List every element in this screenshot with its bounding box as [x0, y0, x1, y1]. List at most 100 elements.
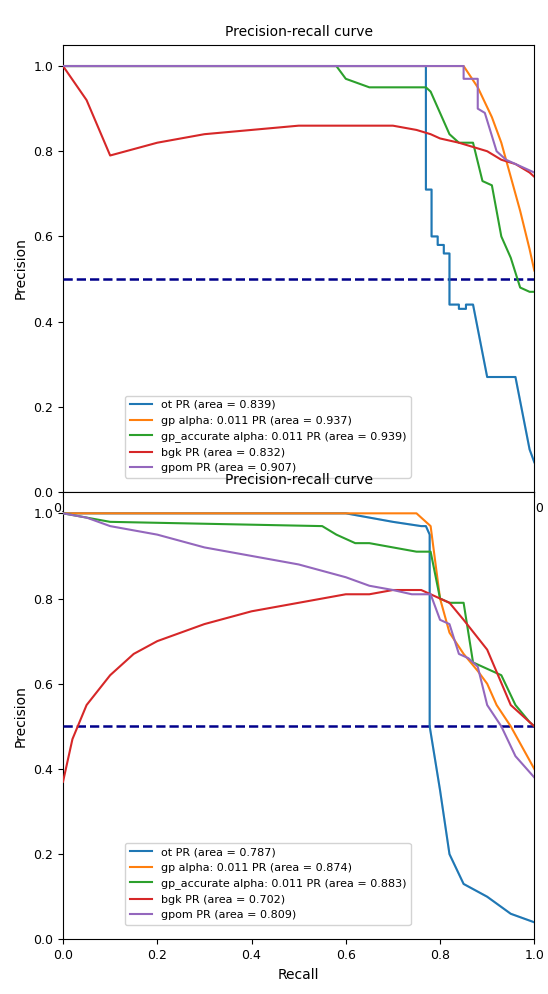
bgk PR (area = 0.832)	[437, 132, 443, 144]
gpom PR (area = 0.809)	[465, 652, 472, 664]
gp alpha: 0.011 PR (area = 0.874): (0.98, 0.44): 0.011 PR (area = 0.874): (0.98, 0.44)	[522, 746, 528, 757]
bgk PR (area = 0.832)	[455, 137, 462, 149]
ot PR (area = 0.839)	[484, 371, 490, 383]
gpom PR (area = 0.809)	[498, 721, 505, 733]
gp_accurate alpha: 0.011 PR (area = 0.883): (0.55, 0.97): 0.011 PR (area = 0.883): (0.55, 0.97)	[319, 520, 326, 532]
gp_accurate alpha: 0.011 PR (area = 0.883): (0.75, 0.91): 0.011 PR (area = 0.883): (0.75, 0.91)	[413, 546, 420, 558]
ot PR (area = 0.839)	[526, 443, 533, 455]
gp_accurate alpha: 0.011 PR (area = 0.883): (0.62, 0.93): 0.011 PR (area = 0.883): (0.62, 0.93)	[352, 537, 358, 549]
gp alpha: 0.011 PR (area = 0.874): (0.8, 0.8): 0.011 PR (area = 0.874): (0.8, 0.8)	[437, 592, 443, 604]
gp_accurate alpha: 0.011 PR (area = 0.883): (0.91, 0.63): 0.011 PR (area = 0.883): (0.91, 0.63)	[489, 665, 495, 677]
bgk PR (area = 0.832)	[526, 167, 533, 179]
gp_accurate alpha: 0.011 PR (area = 0.939): (1, 0.47): 0.011 PR (area = 0.939): (1, 0.47)	[531, 286, 538, 298]
ot PR (area = 0.839)	[60, 60, 66, 72]
gpom PR (area = 0.809)	[531, 771, 538, 783]
gp alpha: 0.011 PR (area = 0.874): (0.88, 0.63): 0.011 PR (area = 0.874): (0.88, 0.63)	[475, 665, 481, 677]
ot PR (area = 0.787)	[507, 908, 514, 919]
gpom PR (area = 0.809)	[437, 614, 443, 626]
bgk PR (area = 0.702)	[201, 618, 208, 630]
gp_accurate alpha: 0.011 PR (area = 0.883): (0, 1): 0.011 PR (area = 0.883): (0, 1)	[60, 507, 66, 519]
ot PR (area = 0.787)	[423, 520, 429, 532]
bgk PR (area = 0.832)	[107, 149, 113, 161]
Line: ot PR (area = 0.787): ot PR (area = 0.787)	[63, 513, 534, 922]
bgk PR (area = 0.702)	[427, 588, 434, 600]
bgk PR (area = 0.832)	[83, 94, 90, 106]
bgk PR (area = 0.832)	[470, 141, 476, 153]
gpom PR (area = 0.809)	[446, 618, 453, 630]
gpom PR (area = 0.809)	[107, 520, 113, 532]
Line: bgk PR (area = 0.832): bgk PR (area = 0.832)	[63, 66, 534, 177]
bgk PR (area = 0.832)	[342, 119, 349, 131]
gp_accurate alpha: 0.011 PR (area = 0.939): (0.93, 0.6): 0.011 PR (area = 0.939): (0.93, 0.6)	[498, 231, 505, 243]
gp_accurate alpha: 0.011 PR (area = 0.883): (0.65, 0.93): 0.011 PR (area = 0.883): (0.65, 0.93)	[366, 537, 373, 549]
Y-axis label: Precision: Precision	[14, 685, 28, 746]
Title: Precision-recall curve: Precision-recall curve	[225, 26, 373, 40]
gpom PR (area = 0.907)	[482, 107, 488, 119]
gp_accurate alpha: 0.011 PR (area = 0.939): (0.78, 0.94): 0.011 PR (area = 0.939): (0.78, 0.94)	[427, 85, 434, 97]
bgk PR (area = 0.702)	[154, 635, 161, 647]
bgk PR (area = 0.702)	[107, 669, 113, 681]
ot PR (area = 0.839)	[498, 371, 505, 383]
bgk PR (area = 0.702)	[295, 596, 302, 608]
gp alpha: 0.011 PR (area = 0.874): (0.78, 0.97): 0.011 PR (area = 0.874): (0.78, 0.97)	[427, 520, 434, 532]
Line: gp_accurate alpha: 0.011 PR (area = 0.939): gp_accurate alpha: 0.011 PR (area = 0.93…	[63, 66, 534, 292]
ot PR (area = 0.839)	[463, 303, 469, 315]
bgk PR (area = 0.832)	[531, 171, 538, 183]
gp alpha: 0.011 PR (area = 0.874): (0.92, 0.55): 0.011 PR (area = 0.874): (0.92, 0.55)	[493, 699, 500, 711]
ot PR (area = 0.787)	[426, 529, 433, 541]
gpom PR (area = 0.907)	[475, 102, 481, 114]
gpom PR (area = 0.907)	[522, 162, 528, 174]
gp_accurate alpha: 0.011 PR (area = 0.883): (0.05, 0.99): 0.011 PR (area = 0.883): (0.05, 0.99)	[83, 512, 90, 524]
gp alpha: 0.011 PR (area = 0.874): (0.85, 0.67): 0.011 PR (area = 0.874): (0.85, 0.67)	[460, 648, 467, 660]
bgk PR (area = 0.832)	[154, 137, 161, 149]
bgk PR (area = 0.832)	[427, 128, 434, 140]
gpom PR (area = 0.907)	[60, 60, 66, 72]
bgk PR (area = 0.832)	[512, 158, 519, 170]
bgk PR (area = 0.832)	[484, 145, 490, 157]
ot PR (area = 0.839)	[423, 60, 429, 72]
Y-axis label: Precision: Precision	[14, 238, 28, 299]
gp_accurate alpha: 0.011 PR (area = 0.883): (0.89, 0.64): 0.011 PR (area = 0.883): (0.89, 0.64)	[479, 661, 486, 673]
bgk PR (area = 0.702)	[366, 588, 373, 600]
gp_accurate alpha: 0.011 PR (area = 0.939): (0.87, 0.82): 0.011 PR (area = 0.939): (0.87, 0.82)	[470, 137, 476, 149]
ot PR (area = 0.839)	[435, 239, 441, 250]
ot PR (area = 0.787)	[460, 878, 467, 890]
Line: gpom PR (area = 0.907): gpom PR (area = 0.907)	[63, 66, 534, 173]
bgk PR (area = 0.702)	[83, 699, 90, 711]
gpom PR (area = 0.809)	[60, 507, 66, 519]
ot PR (area = 0.787)	[60, 507, 66, 519]
gp_accurate alpha: 0.011 PR (area = 0.883): (0.96, 0.55): 0.011 PR (area = 0.883): (0.96, 0.55)	[512, 699, 519, 711]
gp_accurate alpha: 0.011 PR (area = 0.883): (1, 0.5): 0.011 PR (area = 0.883): (1, 0.5)	[531, 721, 538, 733]
gpom PR (area = 0.907)	[460, 73, 467, 84]
ot PR (area = 0.839)	[531, 456, 538, 468]
gpom PR (area = 0.809)	[455, 648, 462, 660]
gpom PR (area = 0.809)	[475, 661, 481, 673]
ot PR (area = 0.839)	[441, 239, 447, 250]
ot PR (area = 0.839)	[463, 298, 469, 310]
gpom PR (area = 0.809)	[390, 584, 396, 596]
gp_accurate alpha: 0.011 PR (area = 0.883): (0.7, 0.92): 0.011 PR (area = 0.883): (0.7, 0.92)	[390, 542, 396, 554]
bgk PR (area = 0.832)	[390, 119, 396, 131]
ot PR (area = 0.839)	[455, 303, 462, 315]
Line: gpom PR (area = 0.809): gpom PR (area = 0.809)	[63, 513, 534, 777]
gp_accurate alpha: 0.011 PR (area = 0.883): (0.99, 0.51): 0.011 PR (area = 0.883): (0.99, 0.51)	[526, 716, 533, 728]
gp_accurate alpha: 0.011 PR (area = 0.883): (0.58, 0.95): 0.011 PR (area = 0.883): (0.58, 0.95)	[333, 529, 340, 541]
gp alpha: 0.011 PR (area = 0.937): (0, 1): 0.011 PR (area = 0.937): (0, 1)	[60, 60, 66, 72]
bgk PR (area = 0.832)	[60, 60, 66, 72]
gp alpha: 0.011 PR (area = 0.937): (0.91, 0.88): 0.011 PR (area = 0.937): (0.91, 0.88)	[489, 111, 495, 123]
ot PR (area = 0.839)	[446, 298, 453, 310]
gp_accurate alpha: 0.011 PR (area = 0.939): (0.77, 0.95): 0.011 PR (area = 0.939): (0.77, 0.95)	[423, 82, 429, 93]
gpom PR (area = 0.907)	[503, 154, 509, 166]
gp_accurate alpha: 0.011 PR (area = 0.883): (0.8, 0.8): 0.011 PR (area = 0.883): (0.8, 0.8)	[437, 592, 443, 604]
ot PR (area = 0.839)	[435, 231, 441, 243]
gp alpha: 0.011 PR (area = 0.937): (0.95, 0.74): 0.011 PR (area = 0.937): (0.95, 0.74)	[507, 171, 514, 183]
gp alpha: 0.011 PR (area = 0.937): (0.93, 0.82): 0.011 PR (area = 0.937): (0.93, 0.82)	[498, 137, 505, 149]
gpom PR (area = 0.809)	[83, 512, 90, 524]
bgk PR (area = 0.702)	[399, 584, 406, 596]
Text: (a) Resolution: 0.1m: (a) Resolution: 0.1m	[221, 573, 376, 587]
gp_accurate alpha: 0.011 PR (area = 0.939): (0.95, 0.55): 0.011 PR (area = 0.939): (0.95, 0.55)	[507, 251, 514, 263]
gpom PR (area = 0.809)	[366, 580, 373, 591]
gp_accurate alpha: 0.011 PR (area = 0.939): (0.84, 0.82): 0.011 PR (area = 0.939): (0.84, 0.82)	[455, 137, 462, 149]
bgk PR (area = 0.702)	[248, 605, 255, 617]
ot PR (area = 0.787)	[484, 891, 490, 903]
